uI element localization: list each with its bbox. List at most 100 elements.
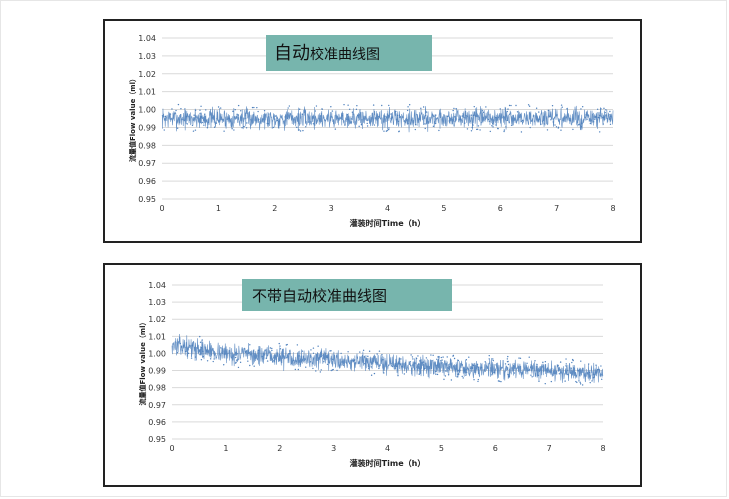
series-point [297,368,300,371]
y-tick-label: 0.97 [148,401,166,410]
x-tick-label: 6 [493,444,498,453]
series-point [312,123,315,125]
series-point [454,121,456,123]
x-axis-label: 灌装时间Time（h） [350,458,426,468]
series-point [560,129,562,131]
series-point [186,123,189,125]
series-point [307,121,310,123]
series-point [359,351,361,353]
series-point [592,377,594,379]
series-point [288,105,291,107]
series-point [312,358,315,360]
series-point [471,126,473,129]
series-point [476,363,479,366]
series-point [461,115,463,117]
series-point [286,117,288,119]
series-point [512,114,514,117]
series-point [320,369,322,371]
series-point [433,115,435,117]
series-point [388,104,390,107]
series-point [481,110,483,112]
series-point [463,369,466,371]
series-point [609,110,611,113]
y-tick-label: 0.99 [148,367,166,376]
series-point [447,374,450,376]
series-point [465,359,468,361]
series-point [494,364,496,366]
series-point [468,356,470,358]
series-point [329,350,331,352]
series-point [442,356,444,358]
series-point [185,350,187,353]
series-point [604,111,606,114]
series-point [481,366,483,369]
series-point [314,110,317,112]
series-point [538,111,540,113]
flow-series [171,333,604,386]
series-point [234,108,236,111]
series-point [353,359,356,361]
series-point [449,363,451,365]
series-point [398,130,400,133]
series-point [414,123,417,126]
x-tick-label: 3 [331,444,336,453]
series-point [408,104,411,106]
series-point [565,363,567,365]
series-point [564,380,566,382]
y-tick-label: 1.03 [138,52,156,61]
series-point [435,373,437,375]
series-point [538,380,540,383]
series-point [446,115,449,118]
series-point [287,354,289,356]
series-point [245,127,248,129]
series-point [356,104,358,107]
series-point [326,363,329,365]
series-point [194,129,197,131]
series-point [341,114,344,117]
series-point [477,368,479,370]
series-point [302,129,304,132]
series-point [552,121,554,123]
series-point [257,110,259,113]
series-point [394,364,397,366]
series-point [330,106,332,108]
y-tick-label: 0.98 [138,141,156,150]
series-point [513,372,516,374]
series-point [580,360,582,362]
y-tick-label: 1.01 [138,88,156,97]
series-point [312,347,315,349]
series-point [528,105,531,107]
y-tick-label: 0.95 [148,435,166,444]
series-point [414,368,416,370]
series-point [287,353,290,355]
series-point [331,369,334,371]
series-point [267,123,270,125]
series-point [401,366,404,368]
series-point [507,360,509,363]
series-point [597,368,599,371]
series-point [571,358,574,361]
series-point [506,358,509,360]
series-point [212,117,214,119]
series-point [244,351,247,353]
series-point [578,380,580,382]
series-point [391,365,394,368]
series-point [284,116,286,118]
series-point [581,384,584,386]
series-point [192,130,195,132]
y-tick-labels: 1.04 1.03 1.02 1.01 1.00 0.99 0.98 0.97 0.96 0.95 [148,281,166,444]
series-point [436,373,439,376]
series-point [507,355,509,358]
series-point [490,374,492,376]
series-point [232,110,234,113]
series-point [424,127,426,130]
series-point [312,367,314,370]
series-point [263,110,266,112]
x-tick-label: 8 [610,204,615,213]
series-point [495,116,497,119]
series-point [459,117,461,120]
series-point [204,113,206,115]
series-point [310,349,312,351]
series-point [343,364,345,367]
series-point [381,354,383,356]
